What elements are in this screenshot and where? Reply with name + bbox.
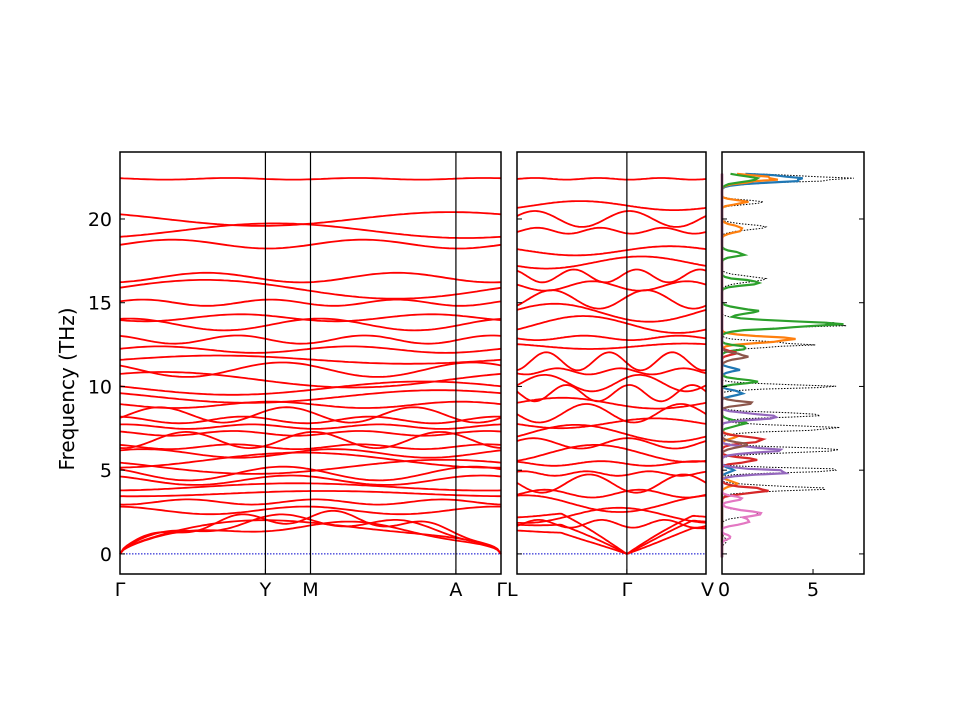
- phonon-band: [516, 494, 707, 513]
- path-label: V: [701, 579, 714, 601]
- phonon-band: [516, 384, 707, 403]
- pdos-partial: [720, 172, 796, 558]
- phonon-band: [516, 302, 707, 323]
- phonon-band: [516, 342, 707, 350]
- phonon-band: [516, 268, 707, 284]
- x-tick-label: 0: [718, 579, 730, 601]
- phonon-band: [516, 444, 707, 463]
- pdos-partial: [720, 173, 763, 558]
- phonon-band: [516, 255, 707, 270]
- phonon-band: [516, 374, 707, 393]
- phonon-band: [516, 334, 707, 341]
- path-label: L: [507, 579, 518, 601]
- y-axis: 0 5 10 15 20: [88, 209, 864, 566]
- phonon-band: [516, 488, 707, 499]
- phonon-band: [516, 519, 707, 529]
- phonon-band: [516, 245, 707, 257]
- path-label: Γ: [622, 579, 633, 601]
- phonon-band: [516, 315, 707, 334]
- y-tick-label: 5: [100, 460, 112, 482]
- path-label: Γ: [496, 579, 507, 601]
- panel-frame: [721, 151, 865, 575]
- phonon-band: [516, 210, 707, 228]
- acoustic-branch: [517, 519, 707, 555]
- y-axis-label: Frequency (THz): [55, 307, 79, 470]
- acoustic-branch: [516, 527, 706, 555]
- phonon-band: [516, 351, 707, 372]
- phonon-band: [516, 437, 707, 450]
- y-tick-label: 20: [88, 209, 112, 231]
- y-tick-label: 0: [100, 544, 112, 566]
- panel-frame: [516, 151, 707, 575]
- phonon-band: [516, 470, 707, 477]
- acoustic-branch: [516, 512, 707, 555]
- phonon-band: [516, 396, 707, 410]
- phonon-band: [516, 403, 707, 424]
- phonon-band: [516, 367, 707, 376]
- path-label: Y: [259, 579, 272, 601]
- y-tick-label: 10: [88, 376, 112, 398]
- x-tick-label: 5: [807, 579, 819, 601]
- phonon-band: [516, 226, 707, 235]
- pdos-partial: [720, 173, 769, 558]
- y-tick-label: 15: [88, 293, 112, 315]
- phonon-band: [516, 177, 707, 181]
- path-label: M: [302, 579, 318, 601]
- pdos-partial: [720, 173, 790, 558]
- phonon-band: [516, 506, 707, 524]
- phonon-band: [516, 289, 707, 310]
- phonon-band: [516, 200, 707, 211]
- phonon-band: [516, 460, 707, 467]
- phonon-band: [516, 280, 707, 292]
- path-label: Γ: [115, 579, 126, 601]
- path-label: A: [449, 579, 462, 601]
- phonon-band: [516, 417, 707, 430]
